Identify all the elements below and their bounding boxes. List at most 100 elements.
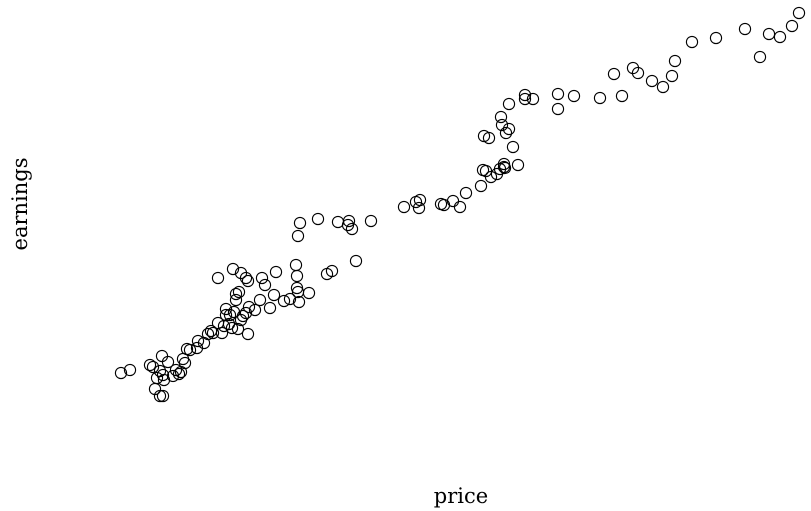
scatter-point [499,126,513,140]
scatter-point [155,349,169,363]
scatter-point [753,50,767,64]
scatter-point [219,302,233,316]
scatter-point [685,35,699,49]
scatter-point [762,27,776,41]
scatter-point [161,355,175,369]
scatter-point [668,54,682,68]
scatter-point [511,158,525,172]
scatter-point [277,294,291,308]
scatter-point [258,278,272,292]
scatter-point [241,274,255,288]
scatter-point [291,229,305,243]
scatter-point [201,327,215,341]
scatter-point [290,269,304,283]
scatter-point [626,61,640,75]
scatter-point [474,179,488,193]
scatter-point [215,326,229,340]
scatter-point [229,287,243,301]
scatter-point [302,286,316,300]
scatter-point [263,301,277,315]
scatter-point [506,140,520,154]
scatter-point [551,102,565,116]
scatter-point [502,122,516,136]
scatter-point [191,334,205,348]
scatter-point [239,271,253,285]
scatter-point [219,308,233,322]
scatter-point [234,266,248,280]
scatter-point [446,194,460,208]
scatter-point [291,285,305,299]
scatter-point [477,129,491,143]
scatter-point [269,265,283,279]
scatter-point [153,389,167,403]
scatter-points [114,6,806,403]
scatter-point [551,87,565,101]
x-axis-label: price [434,484,488,508]
scatter-point [773,30,787,44]
scatter-point [253,293,267,307]
scatter-point [738,22,752,36]
scatter-point [364,214,378,228]
scatter-point [785,19,799,33]
scatter-point [293,216,307,230]
scatter-point [518,88,532,102]
scatter-point [183,343,197,357]
scatter-point [146,360,160,374]
scatter-point [645,74,659,88]
scatter-point [567,89,581,103]
scatter-point [495,118,509,132]
scatter-point [502,97,516,111]
scatter-point [242,300,256,314]
scatter-point [255,271,269,285]
scatter-point [665,69,679,83]
scatter-point [241,327,255,341]
scatter-point [225,321,239,335]
scatter-point [153,364,167,378]
scatter-point [412,201,426,215]
scatter-point [615,89,629,103]
scatter-point [325,264,339,278]
scatter-point [593,91,607,105]
scatter-point [226,262,240,276]
scatter-point [494,110,508,124]
scatter-point [479,164,493,178]
scatter-point [459,186,473,200]
scatter-point [169,363,183,377]
scatter-point [631,66,645,80]
scatter-point [453,200,467,214]
scatter-point [349,254,363,268]
scatter-point [166,369,180,383]
scatter-point [232,285,246,299]
scatter-point [292,295,306,309]
scatter-point [413,193,427,207]
scatter-point [792,6,806,20]
scatter-point [234,313,248,327]
scatter-point [211,271,225,285]
scatter-point [283,292,297,306]
scatter-point [482,131,496,145]
scatter-point [223,308,237,322]
scatter-point [289,258,303,272]
scatter-point [497,157,511,171]
scatter-point [345,222,359,236]
scatter-point [497,160,511,174]
scatter-point [231,322,245,336]
scatter-point [342,214,356,228]
scatter-point [172,367,186,381]
scatter-point [709,31,723,45]
scatter-point [518,92,532,106]
scatter-point [123,363,137,377]
scatter-point [311,212,325,226]
scatter-point [156,368,170,382]
scatter-point [397,200,411,214]
scatter-point [526,92,540,106]
scatter-point [143,358,157,372]
scatter-point [656,80,670,94]
scatter-point [607,67,621,81]
scatter-point [114,366,128,380]
scatter-point [229,293,243,307]
y-axis-label: earnings [8,158,32,251]
scatter-point [290,281,304,295]
scatter-point [267,288,281,302]
